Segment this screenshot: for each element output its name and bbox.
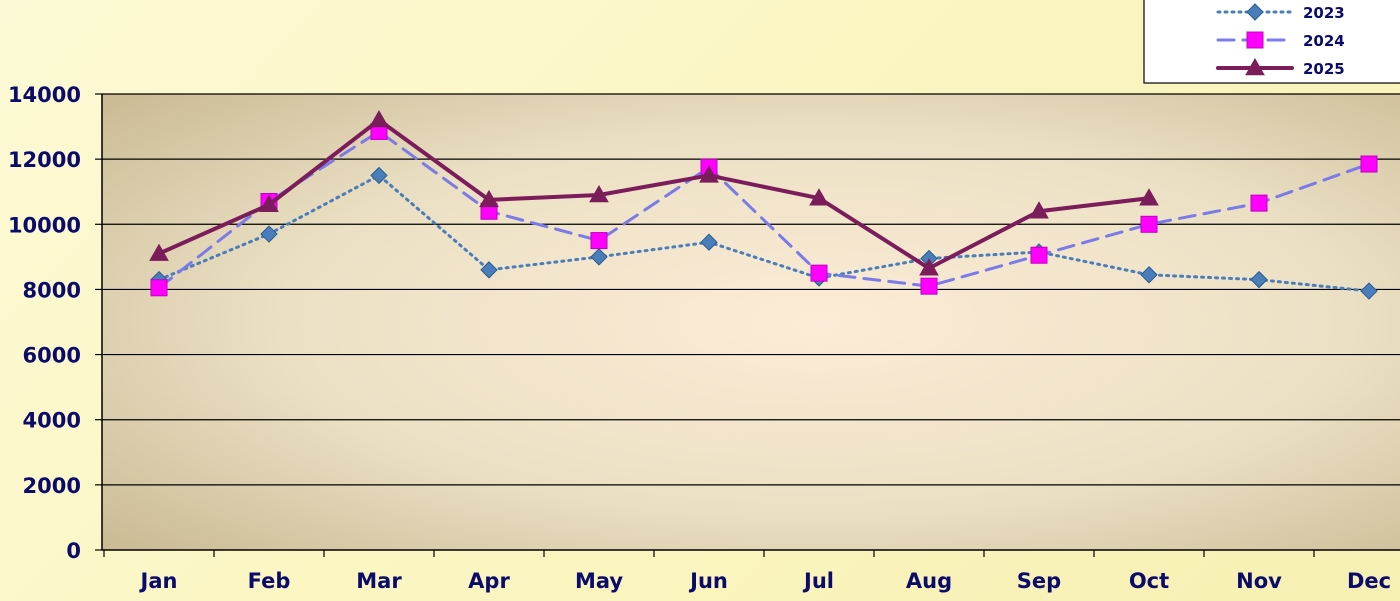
series-2025: [149, 110, 1159, 276]
point-marker: [589, 184, 609, 203]
point-marker: [919, 258, 939, 276]
point-marker: [260, 225, 278, 243]
series-group: [149, 110, 1378, 300]
point-marker: [1245, 57, 1265, 76]
x-tick-label: Jun: [688, 569, 728, 593]
point-marker: [810, 264, 828, 282]
series-line: [157, 118, 1151, 271]
point-marker: [479, 189, 499, 208]
y-tick-label: 2000: [23, 474, 81, 498]
legend-item-2023: 2023: [1216, 3, 1345, 22]
y-axis-ticks: 0 2000 4000 6000 8000 10000 12000 14000: [8, 83, 102, 563]
point-marker: [1246, 3, 1264, 21]
x-tick-label: Nov: [1236, 569, 1282, 593]
y-tick-label: 12000: [8, 148, 81, 172]
series-2024: [150, 122, 1378, 297]
x-tick-label: Jul: [802, 569, 834, 593]
point-marker: [150, 279, 168, 297]
point-marker: [259, 194, 279, 212]
point-marker: [370, 166, 388, 185]
point-marker: [1246, 31, 1264, 49]
point-marker: [1139, 188, 1159, 206]
point-marker: [1029, 201, 1049, 219]
x-tick-label: Dec: [1347, 569, 1391, 593]
y-tick-label: 0: [66, 539, 81, 563]
x-tick-label: Aug: [906, 569, 952, 593]
y-tick-label: 14000: [8, 83, 81, 107]
x-tick-label: Apr: [468, 569, 510, 593]
gridlines: [102, 93, 1400, 486]
series-line: [157, 129, 1371, 290]
x-tick-label: Sep: [1017, 569, 1061, 593]
legend-item-2025: 2025: [1216, 57, 1345, 78]
x-tick-label: Feb: [248, 569, 291, 593]
point-marker: [1360, 282, 1378, 300]
axes: [101, 94, 1400, 551]
point-marker: [809, 188, 829, 206]
x-tick-label: Jan: [139, 569, 178, 593]
y-tick-label: 10000: [8, 213, 81, 237]
point-marker: [1360, 155, 1378, 173]
y-tick-label: 4000: [23, 409, 81, 433]
point-marker: [369, 110, 389, 128]
x-tick-label: May: [575, 569, 623, 593]
point-marker: [149, 243, 169, 261]
point-marker: [700, 233, 718, 251]
legend-item-2024: 2024: [1216, 31, 1345, 50]
point-marker: [590, 232, 608, 250]
plot-area: [102, 94, 1400, 550]
y-tick-label: 8000: [23, 278, 81, 302]
point-marker: [480, 261, 498, 279]
point-marker: [1140, 215, 1158, 233]
x-tick-label: Mar: [356, 569, 402, 593]
legend-label: 2023: [1303, 4, 1345, 22]
series-line: [157, 173, 1371, 293]
point-marker: [1140, 266, 1158, 284]
point-marker: [920, 277, 938, 295]
x-axis-ticks: Jan Feb Mar Apr May Jun Jul Aug Sep Oct Nov Dec: [103, 550, 1391, 593]
point-marker: [1250, 270, 1268, 289]
legend: 2023 2024 2025: [1143, 0, 1400, 84]
y-tick-label: 6000: [23, 344, 81, 368]
point-marker: [1250, 194, 1268, 212]
x-tick-label: Oct: [1129, 569, 1169, 593]
point-marker: [699, 165, 719, 183]
point-marker: [1030, 246, 1048, 264]
legend-label: 2024: [1303, 32, 1345, 50]
point-marker: [590, 248, 608, 266]
legend-label: 2025: [1303, 60, 1345, 78]
